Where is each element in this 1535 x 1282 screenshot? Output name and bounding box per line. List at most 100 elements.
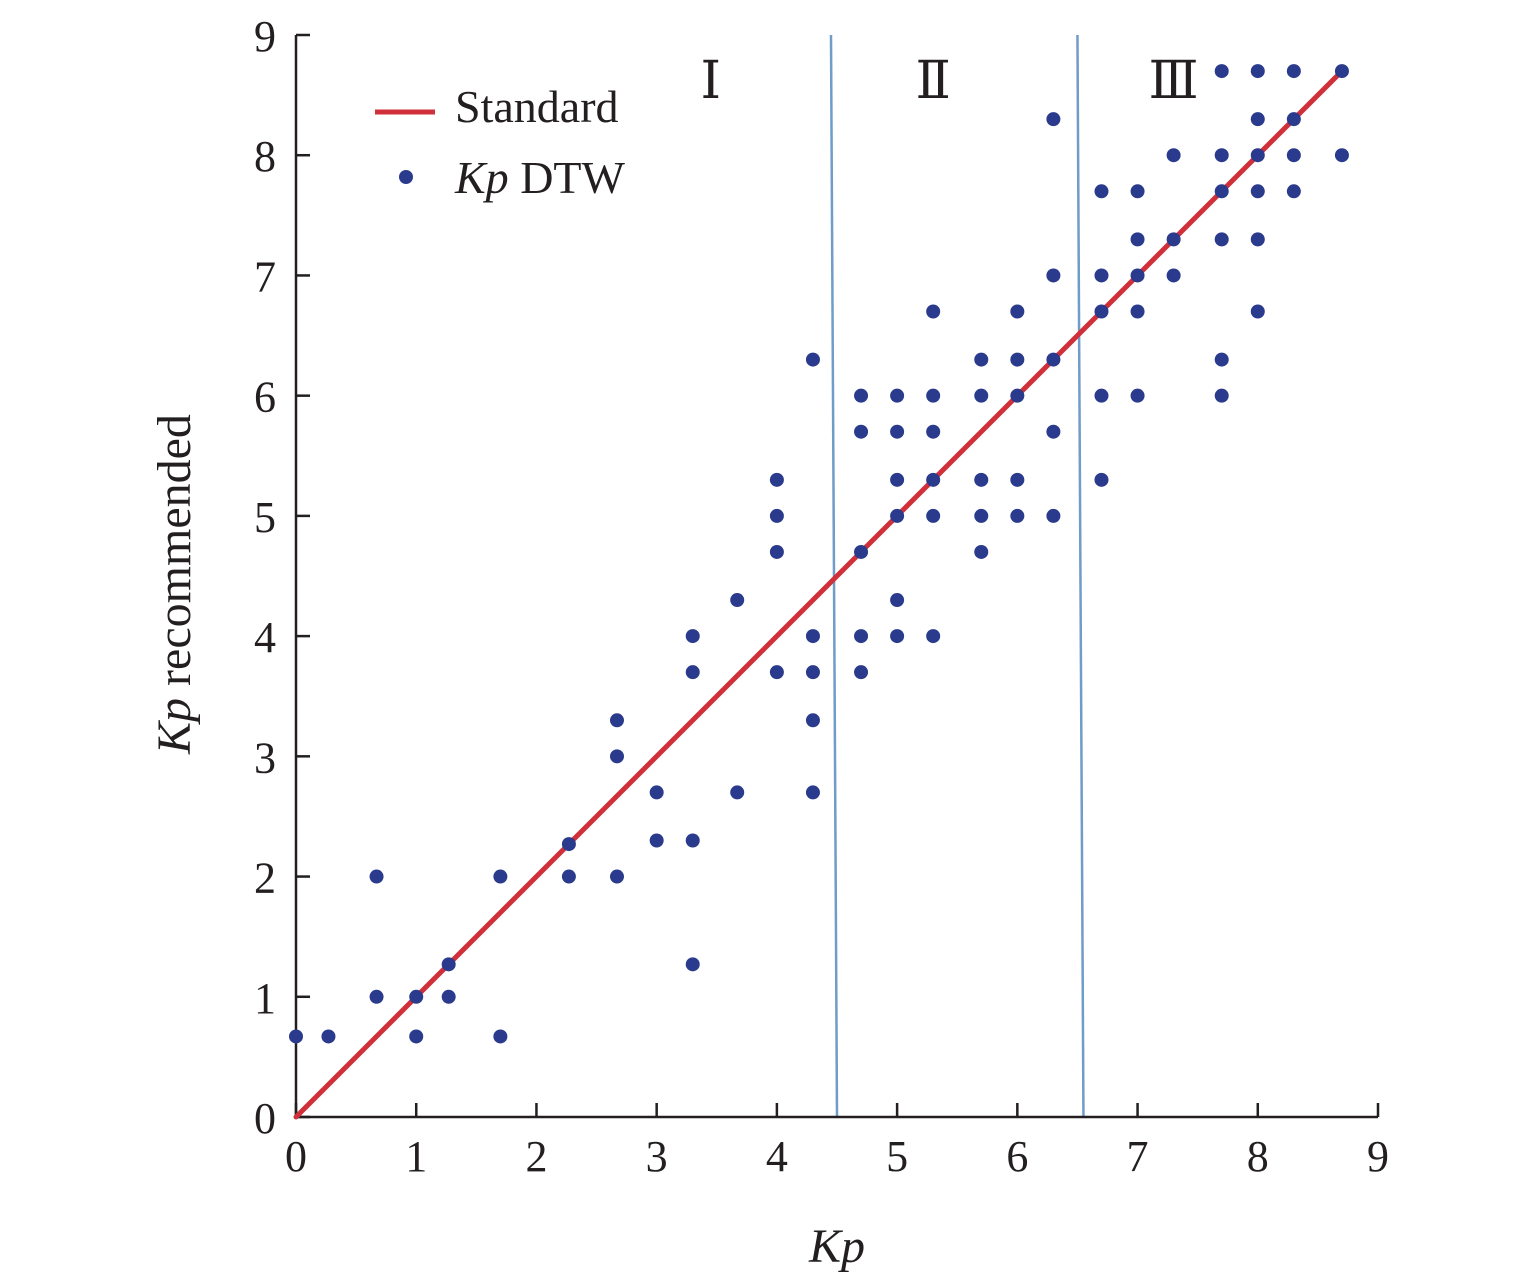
y-tick-label: 5	[254, 493, 276, 542]
data-point	[1130, 232, 1145, 247]
data-point	[561, 869, 576, 884]
data-point	[890, 593, 905, 608]
region-divider-line	[1076, 34, 1085, 1118]
y-tick-label: 2	[254, 854, 276, 903]
legend-standard-label: Standard	[455, 81, 619, 132]
data-point	[1214, 352, 1229, 367]
data-point	[1214, 388, 1229, 403]
data-point	[854, 388, 869, 403]
data-point	[926, 472, 941, 487]
data-point	[289, 1029, 303, 1044]
data-point	[1250, 148, 1265, 163]
data-point	[1010, 304, 1025, 319]
data-point	[1094, 304, 1109, 319]
data-point	[805, 629, 820, 644]
data-point	[1046, 112, 1061, 127]
data-point	[493, 1029, 508, 1044]
data-point	[805, 713, 820, 728]
data-point	[409, 989, 424, 1004]
data-point	[1094, 184, 1109, 199]
data-point	[1130, 304, 1145, 319]
data-point	[609, 713, 624, 728]
data-point	[1046, 268, 1061, 283]
data-point	[926, 388, 941, 403]
data-point	[974, 352, 989, 367]
data-point	[769, 665, 784, 680]
data-point	[561, 837, 576, 852]
data-point	[1166, 268, 1181, 283]
standard-line	[293, 68, 1345, 1120]
data-point	[854, 424, 869, 439]
x-tick-label: 5	[886, 1132, 908, 1181]
data-point	[685, 629, 700, 644]
data-point	[369, 869, 384, 884]
data-point	[730, 785, 745, 800]
x-tick-label: 9	[1367, 1132, 1389, 1181]
axes	[294, 35, 1378, 1119]
region-label: Ⅱ	[916, 53, 951, 110]
data-point	[926, 629, 941, 644]
data-point	[890, 629, 905, 644]
x-tick-label: 6	[1006, 1132, 1028, 1181]
data-point	[1334, 64, 1349, 79]
y-tick-label: 1	[254, 974, 276, 1023]
data-point	[769, 472, 784, 487]
data-point	[926, 508, 941, 523]
data-point	[1010, 352, 1025, 367]
data-point	[1094, 388, 1109, 403]
data-point	[685, 957, 700, 972]
x-ticks: 0 1 2 3 4 5 6 7 8 9	[285, 1103, 1389, 1181]
data-point	[1286, 112, 1301, 127]
data-point	[1130, 184, 1145, 199]
x-tick-label: 7	[1127, 1132, 1149, 1181]
data-point	[1286, 64, 1301, 79]
data-point	[493, 869, 508, 884]
data-point	[1250, 304, 1265, 319]
y-tick-label: 6	[254, 373, 276, 422]
x-tick-label: 3	[646, 1132, 668, 1181]
data-point	[974, 508, 989, 523]
data-point	[1046, 424, 1061, 439]
data-point	[926, 424, 941, 439]
data-point	[974, 472, 989, 487]
y-tick-label: 0	[254, 1094, 276, 1143]
data-point	[649, 833, 664, 848]
data-point	[1214, 148, 1229, 163]
data-point	[890, 472, 905, 487]
y-tick-label: 3	[254, 733, 276, 782]
region-labels: Ⅰ Ⅱ Ⅲ	[700, 53, 1198, 110]
legend-kp-dtw-rest: DTW	[509, 152, 626, 203]
data-point	[685, 665, 700, 680]
data-point	[649, 785, 664, 800]
data-point	[890, 508, 905, 523]
data-point	[974, 388, 989, 403]
kp-dtw-point-series	[289, 64, 1349, 1044]
x-tick-label: 2	[525, 1132, 547, 1181]
x-tick-label: 0	[285, 1132, 307, 1181]
data-point	[805, 352, 820, 367]
y-tick-label: 4	[254, 613, 276, 662]
data-point	[1214, 184, 1229, 199]
y-tick-label: 9	[254, 12, 276, 61]
data-point	[730, 593, 745, 608]
x-tick-label: 4	[766, 1132, 788, 1181]
data-point	[321, 1029, 336, 1044]
y-axis-title: Kp recommended	[148, 414, 201, 755]
data-point	[1250, 112, 1265, 127]
x-axis-title: Kp	[808, 1220, 865, 1273]
data-point	[1214, 64, 1229, 79]
data-point	[854, 629, 869, 644]
data-point	[1250, 232, 1265, 247]
legend: Standard Kp DTW	[375, 81, 626, 203]
data-point	[1286, 148, 1301, 163]
y-axis-title-rest: recommended	[148, 414, 201, 698]
data-point	[685, 833, 700, 848]
legend-kp-dtw-label: Kp DTW	[454, 152, 626, 203]
data-point	[769, 508, 784, 523]
legend-kp-dtw-swatch	[399, 170, 413, 184]
data-point	[1214, 232, 1229, 247]
data-point	[441, 989, 456, 1004]
data-point	[854, 665, 869, 680]
data-point	[805, 665, 820, 680]
